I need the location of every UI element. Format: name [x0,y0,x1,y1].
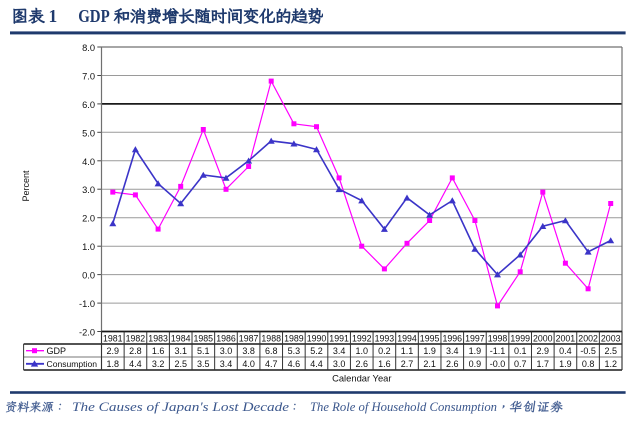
svg-text:1999: 1999 [510,334,530,344]
svg-text:0.1: 0.1 [514,346,527,356]
svg-text:1991: 1991 [329,334,349,344]
svg-text:1989: 1989 [284,334,304,344]
svg-text:1.0: 1.0 [356,346,369,356]
svg-text:3.0: 3.0 [333,359,346,369]
svg-text:0.0: 0.0 [82,271,95,281]
svg-text:1.2: 1.2 [604,359,617,369]
svg-text:0.8: 0.8 [582,359,595,369]
svg-text:3.2: 3.2 [152,359,165,369]
svg-text:GDP: GDP [78,6,110,26]
svg-text:3.1: 3.1 [174,346,187,356]
svg-text:6.8: 6.8 [265,346,278,356]
svg-text:0.2: 0.2 [378,346,391,356]
svg-text:1986: 1986 [216,334,236,344]
svg-text:2.9: 2.9 [537,346,550,356]
svg-text:1.7: 1.7 [537,359,550,369]
svg-text:The Role of Household Consumpt: The Role of Household Consumption [310,400,497,414]
svg-text:0.4: 0.4 [559,346,572,356]
svg-text:1.9: 1.9 [559,359,572,369]
svg-text:1981: 1981 [103,334,123,344]
svg-text:3.4: 3.4 [333,346,346,356]
svg-text:1994: 1994 [397,334,417,344]
svg-text:3.4: 3.4 [220,359,233,369]
svg-text:1.6: 1.6 [378,359,391,369]
svg-text:1998: 1998 [488,334,508,344]
svg-text:3.0: 3.0 [220,346,233,356]
svg-text:1988: 1988 [261,334,281,344]
svg-text:2003: 2003 [601,334,621,344]
svg-text:2002: 2002 [578,334,598,344]
svg-text:1982: 1982 [126,334,146,344]
svg-text:3.0: 3.0 [82,185,95,195]
svg-text:1995: 1995 [420,334,440,344]
svg-text:5.2: 5.2 [310,346,323,356]
svg-text:4.0: 4.0 [242,359,255,369]
svg-text:GDP: GDP [47,346,67,356]
svg-text:2001: 2001 [556,334,576,344]
svg-text:1.9: 1.9 [469,346,482,356]
svg-text:4.6: 4.6 [288,359,301,369]
svg-text:4.4: 4.4 [129,359,142,369]
svg-text:5.3: 5.3 [288,346,301,356]
svg-text:1996: 1996 [443,334,463,344]
svg-text:8.0: 8.0 [82,43,95,53]
svg-text:4.0: 4.0 [82,157,95,167]
svg-text:1983: 1983 [148,334,168,344]
svg-text:1992: 1992 [352,334,372,344]
svg-text:1.0: 1.0 [82,242,95,252]
svg-text:1984: 1984 [171,334,191,344]
svg-text:5.0: 5.0 [82,128,95,138]
svg-text:2.0: 2.0 [82,214,95,224]
svg-text:2.5: 2.5 [174,359,187,369]
svg-text:1997: 1997 [465,334,485,344]
svg-text:-1.0: -1.0 [79,299,95,309]
svg-text:0.9: 0.9 [469,359,482,369]
svg-text:1.8: 1.8 [107,359,120,369]
svg-text:3.4: 3.4 [446,346,459,356]
svg-text:Percent: Percent [21,170,31,202]
svg-text:2.8: 2.8 [129,346,142,356]
svg-text:1.9: 1.9 [423,346,436,356]
svg-text:-0.0: -0.0 [490,359,506,369]
svg-text:1985: 1985 [194,334,214,344]
svg-text:2.5: 2.5 [604,346,617,356]
svg-text:Calendar Year: Calendar Year [332,373,391,384]
svg-text:1.6: 1.6 [152,346,165,356]
svg-text:1.1: 1.1 [401,346,414,356]
svg-text:2.6: 2.6 [356,359,369,369]
svg-text:3.8: 3.8 [242,346,255,356]
svg-text:4.4: 4.4 [310,359,323,369]
svg-text:6.0: 6.0 [82,100,95,110]
svg-text:1993: 1993 [375,334,395,344]
svg-text:4.7: 4.7 [265,359,278,369]
svg-text:2.7: 2.7 [401,359,414,369]
svg-text:-0.5: -0.5 [580,346,596,356]
svg-text:The Causes of Japan's Lost Dec: The Causes of Japan's Lost Decade [72,400,290,414]
svg-text:2.1: 2.1 [423,359,436,369]
svg-text:2.9: 2.9 [107,346,120,356]
svg-text:7.0: 7.0 [82,72,95,82]
svg-text:1987: 1987 [239,334,259,344]
svg-text:1990: 1990 [307,334,327,344]
svg-text:2.6: 2.6 [446,359,459,369]
svg-text:0.7: 0.7 [514,359,527,369]
svg-text:3.5: 3.5 [197,359,210,369]
svg-text:1: 1 [49,6,58,26]
svg-text:-2.0: -2.0 [79,328,95,338]
svg-text:5.1: 5.1 [197,346,210,356]
svg-text:2000: 2000 [533,334,553,344]
svg-text:Consumption: Consumption [47,359,98,369]
svg-text:-1.1: -1.1 [490,346,506,356]
